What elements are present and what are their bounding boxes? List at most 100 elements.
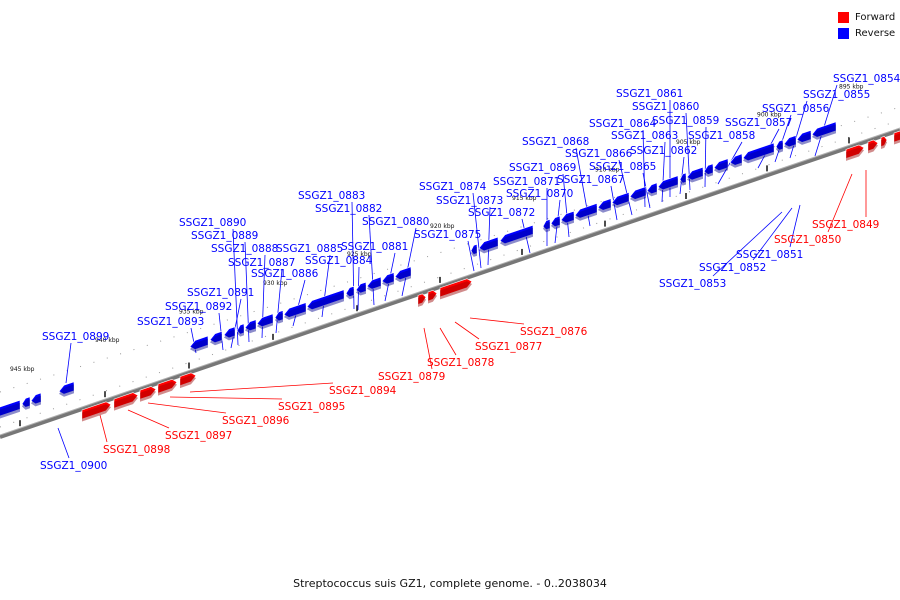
reverse-gene-shadow: [367, 279, 381, 292]
reverse-gene-label-ssgz1_0899: SSGZ1_0899: [42, 331, 109, 343]
reverse-gene: [478, 236, 499, 252]
reverse-gene-label-ssgz1_0900: SSGZ1_0900: [40, 460, 107, 472]
reverse-gene-label-ssgz1_0890: SSGZ1_0890: [179, 217, 246, 229]
reverse-gene-label-ssgz1_0889: SSGZ1_0889: [191, 230, 258, 242]
reverse-gene-shadow: [647, 185, 657, 197]
forward-gene: [81, 401, 112, 420]
forward-gene-leader: [147, 402, 227, 414]
reverse-gene-label-ssgz1_0868: SSGZ1_0868: [522, 136, 589, 148]
reverse-gene-leader: [661, 141, 666, 203]
reverse-gene-leader: [717, 141, 743, 185]
reverse-gene-shadow: [730, 156, 742, 168]
reverse-gene-label-ssgz1_0883: SSGZ1_0883: [298, 190, 365, 202]
kbp-label-920-kbp: 920 kbp: [430, 223, 455, 230]
reverse-gene-shadow: [257, 316, 273, 330]
reverse-gene: [686, 166, 704, 181]
reverse-gene-shadow: [245, 322, 256, 334]
reverse-gene-leader: [368, 214, 375, 306]
reverse-gene: [679, 172, 687, 184]
forward-gene-leader: [99, 414, 108, 443]
reverse-gene-label-ssgz1_0855: SSGZ1_0855: [803, 89, 870, 101]
kbp-label-935-kbp: 935 kbp: [179, 308, 204, 315]
reverse-gene: [713, 158, 729, 172]
reverse-gene-leader: [232, 228, 239, 346]
forward-gene: [439, 278, 473, 298]
reverse-gene: [729, 153, 743, 166]
forward-gene: [867, 139, 879, 152]
reverse-gene-label-ssgz1_0888: SSGZ1_0888: [211, 243, 278, 255]
reverse-gene-label-ssgz1_0881: SSGZ1_0881: [341, 241, 408, 253]
reverse-gene-shadow: [776, 142, 783, 153]
reverse-gene-label-ssgz1_0856: SSGZ1_0856: [762, 103, 830, 115]
reverse-gene-label-ssgz1_0853: SSGZ1_0853: [659, 278, 726, 290]
forward-gene: [139, 386, 157, 400]
forward-gene-leader: [827, 173, 853, 233]
reverse-gene-leader: [292, 279, 306, 327]
reverse-gene-label-ssgz1_0886: SSGZ1_0886: [251, 268, 319, 280]
kbp-label-945-kbp: 945 kbp: [10, 366, 35, 373]
reverse-gene: [742, 142, 775, 162]
reverse-gene: [244, 319, 257, 332]
kbp-label-905-kbp: 905 kbp: [676, 139, 701, 146]
reverse-gene-label-ssgz1_0854: SSGZ1_0854: [833, 73, 900, 85]
legend-reverse: Reverse: [838, 25, 895, 41]
forward-gene: [893, 130, 900, 143]
reverse-gene-label-ssgz1_0885: SSGZ1_0885: [276, 243, 343, 255]
kbp-label-915-kbp: 915 kbp: [512, 195, 537, 202]
map-caption: Streptococcus suis GZ1, complete genome.…: [293, 577, 607, 590]
reverse-gene: [394, 266, 412, 280]
reverse-gene-shadow: [543, 221, 550, 233]
reverse-gene-leader: [472, 192, 482, 269]
reverse-gene-shadow: [598, 201, 611, 213]
reverse-gene-shadow: [714, 161, 728, 174]
reverse-gene-label-ssgz1_0857: SSGZ1_0857: [725, 117, 792, 129]
forward-gene-shadow: [846, 147, 864, 161]
reverse-gene-label-ssgz1_0892: SSGZ1_0892: [165, 301, 232, 313]
reverse-gene: [189, 335, 209, 350]
reverse-gene-shadow: [307, 292, 344, 313]
kbp-label-940-kbp: 940 kbp: [95, 337, 120, 344]
legend-forward-label: Forward: [855, 11, 896, 23]
reverse-gene-label-ssgz1_0893: SSGZ1_0893: [137, 316, 204, 328]
reverse-gene-label-ssgz1_0865: SSGZ1_0865: [589, 161, 656, 173]
reverse-gene-leader: [487, 206, 491, 266]
forward-gene-shadow: [894, 133, 900, 145]
forward-gene-leader: [127, 409, 170, 429]
reverse-gene: [21, 396, 31, 408]
reverse-gene-shadow: [658, 178, 678, 193]
forward-gene-label-ssgz1_0898: SSGZ1_0898: [103, 444, 170, 456]
reverse-gene-shadow: [382, 275, 394, 287]
forward-gene-label-ssgz1_0879: SSGZ1_0879: [378, 371, 445, 383]
forward-gene-shadow: [82, 404, 111, 422]
reverse-gene-shadow: [31, 395, 41, 407]
reverse-gene: [345, 285, 355, 298]
reverse-gene-leader: [618, 159, 633, 216]
forward-gene-label-ssgz1_0850: SSGZ1_0850: [774, 234, 841, 246]
legend-reverse-swatch: [838, 27, 849, 39]
reverse-gene: [574, 202, 598, 219]
reverse-gene-label-ssgz1_0862: SSGZ1_0862: [630, 145, 697, 157]
forward-gene: [417, 293, 427, 305]
reverse-gene: [550, 215, 561, 228]
reverse-gene-label-ssgz1_0870: SSGZ1_0870: [506, 188, 573, 200]
forward-gene-leader: [189, 382, 334, 393]
reverse-gene: [611, 191, 630, 206]
reverse-gene-shadow: [612, 194, 629, 208]
forward-gene-leader: [423, 327, 433, 370]
legend: Forward Reverse: [838, 9, 895, 41]
reverse-gene: [355, 281, 367, 294]
forward-gene-label-ssgz1_0877: SSGZ1_0877: [475, 341, 542, 353]
reverse-gene-leader: [642, 172, 651, 209]
reverse-gene: [381, 272, 395, 285]
forward-gene: [845, 144, 865, 159]
kbp-label-895-kbp: 895 kbp: [839, 83, 864, 90]
genome-backbone: [0, 106, 900, 439]
reverse-gene-shadow: [275, 313, 283, 324]
reverse-gene-shadow: [743, 145, 774, 164]
reverse-gene: [629, 186, 647, 200]
reverse-gene: [256, 313, 274, 327]
reverse-gene-label-ssgz1_0891: SSGZ1_0891: [187, 287, 254, 299]
reverse-gene-leader: [65, 342, 72, 384]
reverse-gene-shadow: [551, 218, 560, 230]
